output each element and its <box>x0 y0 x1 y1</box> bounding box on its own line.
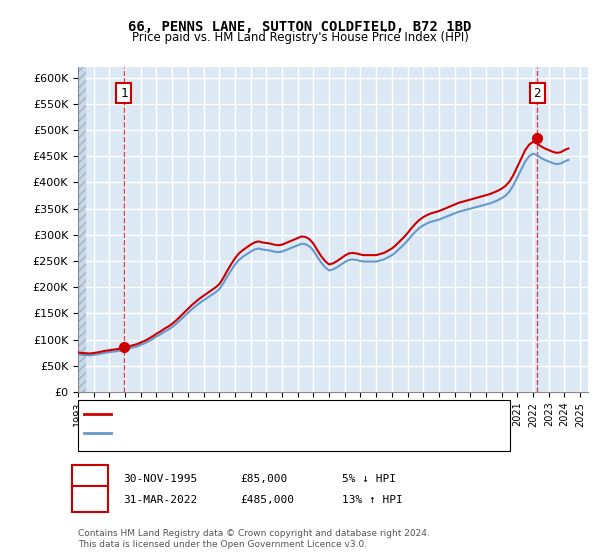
Bar <box>78 67 86 392</box>
Text: 5% ↓ HPI: 5% ↓ HPI <box>342 474 396 484</box>
Text: 31-MAR-2022: 31-MAR-2022 <box>123 494 197 505</box>
Text: Price paid vs. HM Land Registry's House Price Index (HPI): Price paid vs. HM Land Registry's House … <box>131 31 469 44</box>
Text: 1: 1 <box>86 472 94 486</box>
Text: Contains HM Land Registry data © Crown copyright and database right 2024.
This d: Contains HM Land Registry data © Crown c… <box>78 529 430 549</box>
Text: 1: 1 <box>120 87 128 100</box>
Text: 2: 2 <box>533 87 541 100</box>
Text: £485,000: £485,000 <box>240 494 294 505</box>
Text: HPI: Average price, detached house, Birmingham: HPI: Average price, detached house, Birm… <box>117 428 404 438</box>
Text: 13% ↑ HPI: 13% ↑ HPI <box>342 494 403 505</box>
Text: 66, PENNS LANE, SUTTON COLDFIELD, B72 1BD: 66, PENNS LANE, SUTTON COLDFIELD, B72 1B… <box>128 20 472 34</box>
Text: £85,000: £85,000 <box>240 474 287 484</box>
Text: 66, PENNS LANE, SUTTON COLDFIELD, B72 1BD (detached house): 66, PENNS LANE, SUTTON COLDFIELD, B72 1B… <box>117 409 479 419</box>
Text: 2: 2 <box>86 493 94 506</box>
Text: 30-NOV-1995: 30-NOV-1995 <box>123 474 197 484</box>
